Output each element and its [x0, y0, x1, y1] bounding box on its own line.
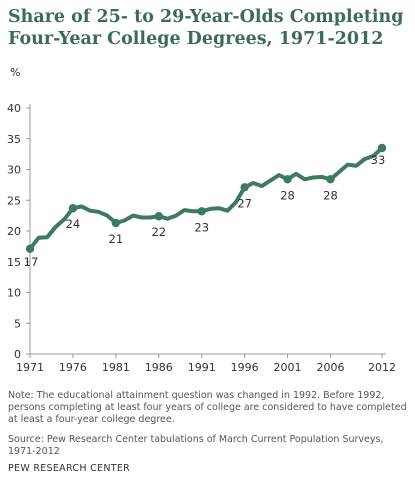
- x-tick-label: 1991: [188, 361, 216, 374]
- y-tick-label: 10: [7, 287, 21, 300]
- data-label: 24: [66, 217, 81, 231]
- data-label: 23: [194, 220, 209, 234]
- data-label: 28: [280, 188, 295, 202]
- y-tick-label: 40: [7, 102, 21, 115]
- data-label: 33: [371, 153, 386, 167]
- y-tick-label: 0: [14, 348, 21, 361]
- y-tick-label: 25: [7, 194, 21, 207]
- y-tick-label: 15: [7, 256, 21, 269]
- data-point-marker: [68, 204, 78, 213]
- data-label: 27: [237, 196, 252, 210]
- data-point-marker: [25, 244, 35, 254]
- chart-source: Source: Pew Research Center tabulations …: [8, 434, 384, 457]
- data-point-marker: [240, 183, 249, 192]
- data-point-marker: [197, 207, 206, 216]
- data-point-marker: [326, 175, 335, 184]
- data-point-marker: [377, 143, 387, 153]
- marker-group: [25, 143, 387, 254]
- data-label: 22: [151, 225, 166, 239]
- x-tick-label: 2001: [274, 361, 302, 374]
- series-line: [28, 146, 384, 251]
- chart-title: Share of 25- to 29-Year-Olds Completing …: [8, 7, 404, 49]
- x-tick-label: 2006: [316, 361, 344, 374]
- data-label: 17: [24, 255, 39, 269]
- y-tick-label: 5: [14, 317, 21, 330]
- data-label-group: 17 24 21 22 23 27 28 28 33: [24, 153, 386, 269]
- data-point-marker: [283, 175, 292, 184]
- data-point-marker: [154, 212, 163, 221]
- y-tick-label: 35: [7, 133, 21, 146]
- series-line-group: [28, 146, 384, 251]
- y-tick-label: 20: [7, 225, 21, 238]
- data-point-marker: [111, 218, 121, 228]
- y-tick-label: 30: [7, 164, 21, 177]
- data-label: 21: [109, 232, 124, 246]
- chart-note: Note: The educational attainment questio…: [8, 390, 407, 425]
- x-tick-label: 2012: [368, 361, 396, 374]
- x-tick-label: 1981: [102, 361, 130, 374]
- brand-label: PEW RESEARCH CENTER: [8, 463, 131, 474]
- x-tick-label: 1996: [231, 361, 259, 374]
- y-axis-ticks: 0 5 10 15 20 25 30 35 40: [7, 102, 30, 361]
- chart-axes: [29, 104, 386, 355]
- x-tick-label: 1976: [59, 361, 87, 374]
- x-axis-ticks: 1971 1976 1981 1986 1991 1996 2001 2006 2012: [16, 354, 396, 374]
- x-tick-label: 1971: [16, 361, 44, 374]
- x-tick-label: 1986: [145, 361, 173, 374]
- y-axis-label: %: [10, 66, 21, 79]
- data-label: 28: [323, 188, 338, 202]
